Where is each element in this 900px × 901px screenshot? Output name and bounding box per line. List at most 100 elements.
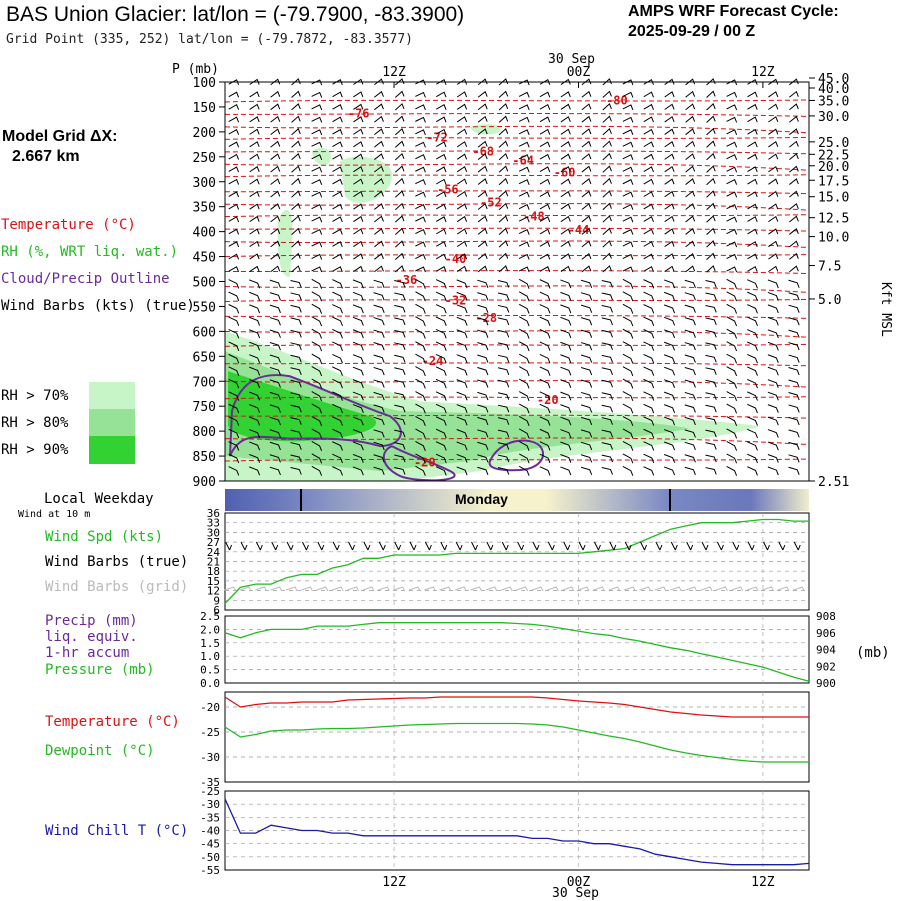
wind-barb	[436, 241, 447, 248]
wind-barb	[789, 190, 799, 198]
wind-barb	[290, 379, 302, 388]
wind-barb	[415, 104, 426, 111]
wind-barb	[664, 178, 675, 185]
wind-barb	[643, 228, 654, 235]
wind-barb	[374, 190, 384, 198]
wind-barb	[767, 466, 779, 476]
wind-barb	[269, 354, 281, 363]
wind-barb	[684, 329, 696, 338]
wind-barb	[352, 341, 364, 351]
wind-barb	[602, 127, 612, 136]
isotherm-line	[224, 214, 810, 218]
wind-barb	[435, 378, 447, 389]
y-tick-label: -35	[200, 811, 220, 824]
wind-barb	[518, 391, 530, 402]
surface-wind-barb	[747, 541, 755, 551]
wind-barb	[228, 128, 240, 135]
wind-barb	[415, 241, 426, 248]
wind-barb	[249, 391, 261, 401]
wind-barb	[435, 279, 447, 289]
wind-barb	[560, 203, 571, 210]
wind-barb	[353, 228, 364, 235]
wind-barb	[643, 316, 655, 326]
wind-barb	[518, 366, 530, 377]
wind-barb	[622, 116, 634, 123]
surface-wind-barb	[317, 541, 325, 551]
wind-barb	[622, 266, 634, 273]
wind-barb	[415, 465, 426, 476]
wind-barb	[311, 154, 323, 161]
grid-wind-barb	[793, 586, 805, 592]
wind-barb	[311, 266, 323, 273]
height-tick-label: 5.0	[818, 293, 841, 308]
wind-barb	[311, 278, 323, 289]
grid-wind-barb	[547, 586, 559, 592]
wind-barb	[249, 466, 261, 476]
cycle-value: 2025-09-29 / 00 Z	[628, 23, 756, 40]
wind-barb	[456, 441, 468, 451]
wind-barb	[311, 328, 323, 339]
wind-barb	[705, 342, 717, 350]
wind-barb	[684, 317, 696, 326]
wind-barb	[705, 417, 717, 425]
height-tick-label: 12.5	[818, 212, 849, 227]
wind-barb	[663, 379, 676, 389]
wind-barb	[706, 240, 716, 248]
wind-barb	[747, 316, 758, 326]
wind-barb	[602, 215, 612, 223]
wind-barb	[456, 453, 468, 463]
wind-barb	[518, 440, 530, 451]
wind-barb	[477, 78, 488, 86]
wind-barb	[747, 453, 758, 464]
grid-wind-barb	[716, 586, 728, 592]
wind-barb	[415, 453, 426, 464]
wind-barb	[789, 227, 799, 235]
wind-barb	[768, 141, 779, 148]
wind-barb	[415, 353, 426, 364]
wind-barb	[456, 91, 468, 98]
wind-barb	[498, 252, 509, 260]
wind-barb	[477, 103, 488, 111]
height-tick-label: 2.51	[818, 475, 849, 490]
grid-wind-barb	[777, 586, 790, 592]
wind-barb	[373, 317, 385, 326]
wind-barb	[789, 103, 799, 111]
wind-barb	[685, 140, 696, 148]
wind-barb	[477, 441, 489, 451]
wind-barb	[622, 203, 634, 210]
wind-barb	[290, 454, 302, 463]
wind-barb	[767, 366, 779, 376]
surface-wind-barb	[624, 541, 632, 551]
wind-barb	[249, 453, 261, 463]
wind-barb	[435, 329, 447, 339]
wind-barb	[601, 429, 613, 438]
wind-barb	[497, 392, 510, 400]
wind-barb	[456, 291, 468, 301]
wind-barb	[560, 291, 572, 301]
wind-barb	[269, 404, 281, 413]
wind-barb	[456, 240, 468, 248]
wind-barb	[747, 416, 758, 426]
wind-barb	[332, 79, 343, 85]
grid-wind-barb	[239, 586, 252, 592]
wind-barb	[684, 391, 696, 401]
wind-barb	[228, 203, 240, 210]
wind-barb	[767, 441, 779, 451]
wind-barb	[352, 329, 364, 339]
pressure-tick-label: 700	[193, 375, 216, 390]
wind-barb	[726, 453, 738, 464]
wind-barb	[622, 79, 634, 86]
wind-barb	[456, 128, 468, 135]
y-tick-label: -30	[200, 798, 220, 811]
wind-barb	[664, 91, 675, 98]
isotherm-line	[224, 190, 810, 195]
isotherm-line	[224, 113, 810, 117]
wind-barb	[580, 329, 593, 338]
wind-barb	[228, 466, 240, 476]
wind-barb	[249, 215, 260, 223]
model-grid-label: Model Grid ΔX:	[2, 128, 118, 145]
wind-barb	[394, 304, 406, 313]
height-axis-title: Kft MSL	[878, 282, 893, 337]
wind-barb	[539, 391, 551, 401]
